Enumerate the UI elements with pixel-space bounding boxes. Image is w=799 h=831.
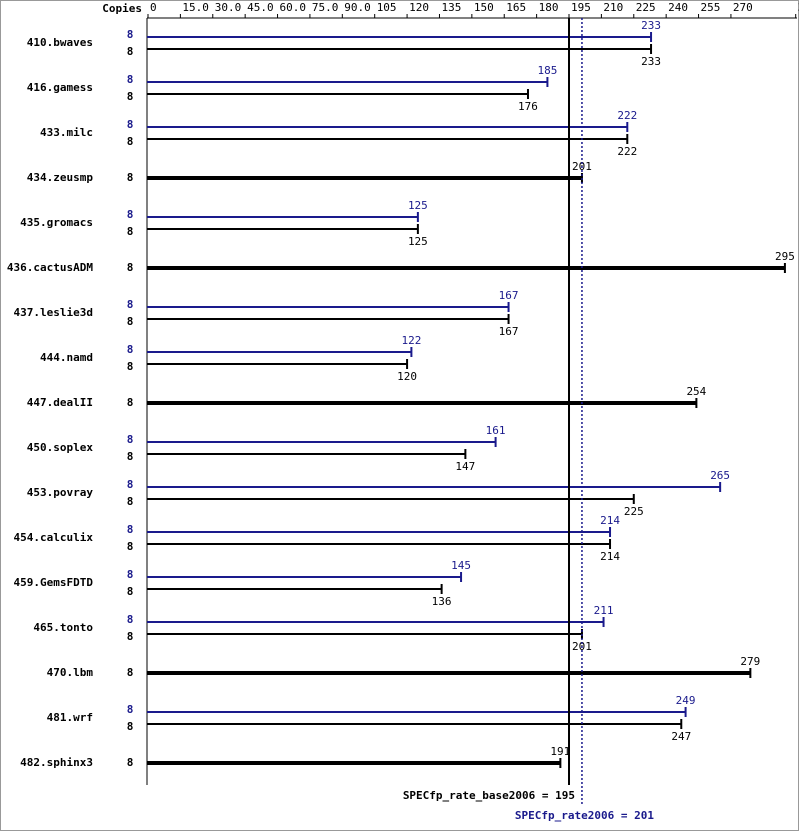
benchmark-label: 434.zeusmp	[27, 171, 94, 184]
copies-label: 8	[127, 720, 134, 733]
copies-label: 8	[127, 261, 134, 274]
x-tick-label: 60.0	[280, 1, 307, 14]
value-label: 125	[408, 235, 428, 248]
copies-label: 8	[127, 90, 134, 103]
copies-label: 8	[127, 396, 134, 409]
value-label: 222	[617, 145, 637, 158]
copies-label: 8	[127, 703, 134, 716]
copies-label: 8	[127, 73, 134, 86]
copies-label: 8	[127, 478, 134, 491]
copies-label: 8	[127, 343, 134, 356]
x-tick-label: 30.0	[215, 1, 242, 14]
copies-label: 8	[127, 433, 134, 446]
copies-label: 8	[127, 613, 134, 626]
copies-label: 8	[127, 523, 134, 536]
copies-label: 8	[127, 568, 134, 581]
value-label: 191	[550, 745, 570, 758]
benchmark-label: 447.dealII	[27, 396, 93, 409]
value-label: 295	[775, 250, 795, 263]
value-label: 125	[408, 199, 428, 212]
benchmark-label: 481.wrf	[47, 711, 93, 724]
benchmark-label: 437.leslie3d	[14, 306, 93, 319]
value-label: 136	[432, 595, 452, 608]
copies-label: 8	[127, 45, 134, 58]
value-label: 167	[499, 289, 519, 302]
copies-label: 8	[127, 756, 134, 769]
copies-label: 8	[127, 208, 134, 221]
reference-label: SPECfp_rate_base2006 = 195	[403, 789, 575, 802]
value-label: 122	[401, 334, 421, 347]
reference-label: SPECfp_rate2006 = 201	[515, 809, 654, 822]
copies-label: 8	[127, 28, 134, 41]
benchmark-label: 450.soplex	[27, 441, 94, 454]
value-label: 225	[624, 505, 644, 518]
value-label: 214	[600, 514, 620, 527]
x-tick-label: 135	[441, 1, 461, 14]
copies-label: 8	[127, 666, 134, 679]
x-tick-label: 0	[150, 1, 157, 14]
benchmark-label: 435.gromacs	[20, 216, 93, 229]
value-label: 233	[641, 19, 661, 32]
x-tick-label: 225	[636, 1, 656, 14]
value-label: 233	[641, 55, 661, 68]
x-tick-label: 210	[603, 1, 623, 14]
copies-label: 8	[127, 360, 134, 373]
value-label: 120	[397, 370, 417, 383]
x-tick-label: 105	[377, 1, 397, 14]
x-tick-label: 90.0	[344, 1, 371, 14]
value-label: 247	[671, 730, 691, 743]
x-tick-label: 75.0	[312, 1, 339, 14]
copies-label: 8	[127, 171, 134, 184]
value-label: 214	[600, 550, 620, 563]
benchmark-label: 410.bwaves	[27, 36, 93, 49]
x-tick-label: 300	[798, 1, 799, 14]
benchmark-label: 465.tonto	[33, 621, 93, 634]
copies-label: 8	[127, 225, 134, 238]
x-tick-label: 150	[474, 1, 494, 14]
copies-label: 8	[127, 298, 134, 311]
copies-label: 8	[127, 118, 134, 131]
value-label: 167	[499, 325, 519, 338]
value-label: 145	[451, 559, 471, 572]
x-tick-label: 195	[571, 1, 591, 14]
value-label: 254	[686, 385, 706, 398]
value-label: 147	[455, 460, 475, 473]
value-label: 185	[537, 64, 557, 77]
copies-label: 8	[127, 315, 134, 328]
x-tick-label: 120	[409, 1, 429, 14]
benchmark-label: 416.gamess	[27, 81, 93, 94]
x-tick-label: 45.0	[247, 1, 274, 14]
benchmark-label: 454.calculix	[14, 531, 94, 544]
copies-label: 8	[127, 540, 134, 553]
benchmark-label: 433.milc	[40, 126, 93, 139]
x-tick-label: 270	[733, 1, 753, 14]
copies-label: 8	[127, 630, 134, 643]
x-tick-label: 255	[701, 1, 721, 14]
copies-label: 8	[127, 135, 134, 148]
copies-label: 8	[127, 585, 134, 598]
benchmark-label: 470.lbm	[47, 666, 94, 679]
benchmark-label: 459.GemsFDTD	[14, 576, 94, 589]
x-tick-label: 180	[539, 1, 559, 14]
x-tick-label: 165	[506, 1, 526, 14]
x-tick-label: 15.0	[182, 1, 209, 14]
copies-header: Copies	[102, 2, 142, 15]
benchmark-label: 482.sphinx3	[20, 756, 93, 769]
benchmark-label: 444.namd	[40, 351, 93, 364]
benchmark-label: 436.cactusADM	[7, 261, 93, 274]
value-label: 176	[518, 100, 538, 113]
value-label: 161	[486, 424, 506, 437]
value-label: 279	[740, 655, 760, 668]
copies-label: 8	[127, 450, 134, 463]
value-label: 222	[617, 109, 637, 122]
value-label: 211	[594, 604, 614, 617]
benchmark-label: 453.povray	[27, 486, 94, 499]
copies-label: 8	[127, 495, 134, 508]
value-label: 249	[676, 694, 696, 707]
value-label: 265	[710, 469, 730, 482]
x-tick-label: 240	[668, 1, 688, 14]
